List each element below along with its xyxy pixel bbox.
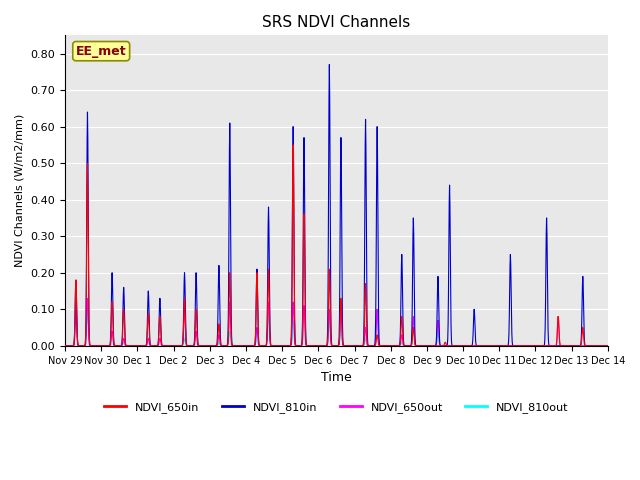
Line: NDVI_810in: NDVI_810in [65,64,640,346]
NDVI_650in [61,343,69,348]
Line: NDVI_650in: NDVI_650in [65,145,640,346]
NDVI_650in [461,343,468,348]
Y-axis label: NDVI Channels (W/m2/mm): NDVI Channels (W/m2/mm) [15,114,25,267]
NDVI_810in [72,277,80,283]
Title: SRS NDVI Channels: SRS NDVI Channels [262,15,410,30]
X-axis label: Time: Time [321,371,352,384]
NDVI_810out [61,343,69,348]
NDVI_650out [84,296,92,301]
Text: EE_met: EE_met [76,45,127,58]
NDVI_650in [164,343,172,348]
Line: NDVI_810out: NDVI_810out [65,309,640,346]
NDVI_650in [289,142,297,148]
Legend: NDVI_650in, NDVI_810in, NDVI_650out, NDVI_810out: NDVI_650in, NDVI_810in, NDVI_650out, NDV… [100,398,573,418]
NDVI_810out [461,343,468,348]
NDVI_810in [461,343,468,348]
NDVI_650out [358,343,365,348]
NDVI_650out [61,343,69,348]
NDVI_650in [604,343,611,348]
NDVI_810in [358,343,365,348]
NDVI_810out [323,343,331,348]
NDVI_650in [323,342,331,348]
NDVI_650out [165,343,173,348]
NDVI_650out [604,343,611,348]
NDVI_810out [72,314,80,320]
NDVI_810in [164,343,172,348]
NDVI_810in [326,61,333,67]
NDVI_810in [323,342,331,348]
NDVI_650in [358,343,365,348]
NDVI_810out [604,343,611,348]
NDVI_810in [61,343,69,348]
NDVI_810out [358,343,365,348]
NDVI_810out [165,343,173,348]
Line: NDVI_650out: NDVI_650out [65,299,640,346]
NDVI_810in [604,343,611,348]
NDVI_810out [84,306,92,312]
NDVI_650in [72,277,80,283]
NDVI_650out [323,343,331,348]
NDVI_650out [461,343,468,348]
NDVI_650out [72,306,80,312]
